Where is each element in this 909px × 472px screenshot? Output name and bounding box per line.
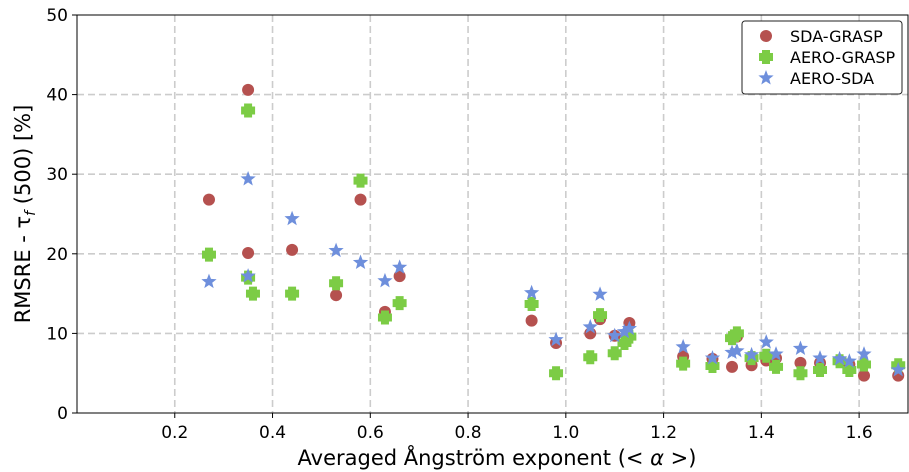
x-tick-label: 0.6 (357, 423, 384, 443)
data-point (285, 286, 300, 301)
legend-marker (760, 30, 772, 42)
y-axis-title: RMSRE - τf (500) [%] (11, 105, 39, 324)
data-point (377, 272, 393, 288)
legend-marker (758, 70, 774, 85)
data-point (841, 353, 857, 368)
x-axis-title: Averaged Ångström exponent (< α >) (298, 444, 697, 470)
data-point (583, 350, 598, 365)
plot-area-frame (76, 14, 909, 414)
data-point (607, 346, 622, 361)
y-axis-title-sub: f (23, 209, 39, 216)
data-point (328, 242, 344, 258)
data-point (857, 357, 872, 372)
data-point (726, 360, 739, 373)
data-point (549, 366, 564, 381)
y-tick-label: 20 (46, 245, 68, 265)
legend-marker (759, 50, 773, 64)
legend-frame (741, 20, 903, 95)
data-point (201, 247, 216, 262)
data-point (524, 284, 540, 300)
y-tick-label: 50 (46, 6, 68, 26)
data-point (704, 350, 721, 365)
data-point (242, 83, 255, 96)
x-axis-title-close: ) (688, 446, 696, 470)
data-point (377, 310, 392, 325)
data-point (729, 342, 745, 358)
y-tick-label: 0 (57, 404, 68, 424)
data-point (392, 259, 408, 274)
data-point (354, 193, 367, 206)
data-point (201, 273, 217, 289)
data-points (201, 83, 906, 382)
data-point (548, 331, 564, 347)
data-point (392, 296, 407, 311)
data-point (890, 362, 906, 377)
x-tick-label: 0.8 (455, 423, 482, 443)
data-point (794, 356, 807, 369)
data-point (831, 350, 848, 366)
data-point (593, 308, 608, 323)
data-point (393, 270, 406, 283)
data-point (769, 359, 784, 374)
data-point (240, 170, 256, 186)
data-point (352, 254, 369, 270)
y-axis-title-rest: (500) [%] (11, 105, 35, 211)
data-point (284, 210, 300, 226)
x-tick-label: 1.6 (846, 423, 873, 443)
data-point (793, 366, 808, 381)
y-axis-ticks: 0 10 20 30 40 50 (46, 6, 77, 424)
data-point (758, 334, 774, 349)
y-tick-label: 30 (46, 165, 68, 185)
x-axis-title-symbol: < α > (626, 446, 688, 470)
data-point (202, 193, 215, 206)
data-point (743, 346, 760, 362)
data-point (792, 340, 809, 355)
data-point (813, 363, 828, 378)
legend: SDA-GRASP AERO-GRASP AERO-SDA (741, 20, 903, 95)
x-axis-title-text: Averaged Ångström exponent ( (298, 444, 626, 470)
data-point (525, 314, 538, 327)
data-point (724, 344, 740, 359)
data-point (353, 173, 368, 188)
data-point (621, 320, 637, 336)
data-point (607, 327, 623, 343)
data-point (329, 276, 344, 291)
data-point (241, 103, 256, 118)
data-point (768, 346, 784, 361)
series-aero-sda (201, 170, 906, 377)
x-tick-label: 1.4 (748, 423, 775, 443)
data-point (729, 326, 744, 341)
legend-label: AERO-GRASP (790, 48, 896, 67)
data-point (286, 243, 299, 256)
data-point (676, 356, 691, 371)
y-tick-label: 10 (46, 324, 68, 344)
x-tick-label: 0.2 (161, 423, 188, 443)
y-tick-label: 40 (46, 86, 68, 106)
x-tick-label: 1.0 (552, 423, 579, 443)
data-point (524, 296, 539, 311)
data-point (858, 369, 871, 382)
data-point (330, 289, 343, 302)
data-point (856, 346, 872, 361)
data-point (616, 323, 633, 339)
x-axis-ticks: 0.2 0.4 0.6 0.8 1.0 1.2 1.4 1.6 (161, 413, 873, 443)
x-tick-label: 0.4 (259, 423, 286, 443)
data-point (592, 286, 608, 301)
data-point (675, 338, 691, 354)
series-sda-grasp (202, 83, 905, 382)
data-point (240, 268, 256, 283)
legend-label: SDA-GRASP (790, 27, 883, 46)
x-tick-label: 1.2 (650, 423, 677, 443)
data-point (242, 247, 255, 260)
data-point (245, 286, 260, 301)
data-point (812, 350, 828, 365)
y-axis-title-text: RMSRE - τ (11, 216, 35, 323)
data-point (582, 319, 598, 334)
legend-label: AERO-SDA (790, 69, 874, 88)
